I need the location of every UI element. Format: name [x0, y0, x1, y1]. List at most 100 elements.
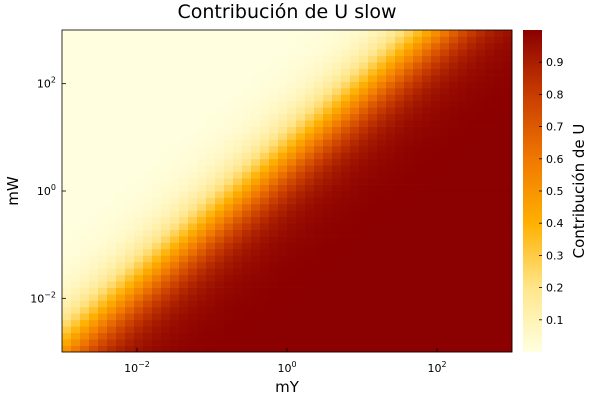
heatmap-cell — [305, 94, 315, 102]
heatmap-cell — [215, 184, 225, 192]
heatmap-cell — [71, 42, 81, 50]
heatmap-cell — [269, 300, 279, 308]
heatmap-cell — [62, 165, 72, 173]
heatmap-cell — [494, 184, 504, 192]
heatmap-cell — [494, 255, 504, 263]
heatmap-cell — [107, 319, 117, 327]
heatmap-cell — [323, 94, 333, 102]
heatmap-cell — [332, 62, 342, 69]
heatmap-cell — [449, 287, 459, 295]
heatmap-cell — [116, 75, 126, 82]
heatmap-cell — [116, 100, 126, 108]
heatmap-cell — [449, 171, 459, 179]
heatmap-cell — [485, 203, 495, 211]
heatmap-cell — [467, 281, 477, 288]
heatmap-cell — [242, 100, 252, 108]
heatmap-cell — [494, 216, 504, 224]
heatmap-cell — [224, 300, 234, 308]
heatmap-cell — [359, 81, 369, 89]
heatmap-cell — [98, 255, 108, 263]
heatmap-cell — [179, 30, 189, 37]
heatmap-cell — [179, 158, 189, 166]
heatmap-cell — [494, 274, 504, 282]
heatmap-cell — [350, 42, 360, 50]
heatmap-cell — [260, 68, 270, 76]
heatmap-cell — [251, 100, 261, 108]
heatmap-cell — [278, 113, 288, 121]
heatmap-cell — [449, 75, 459, 82]
heatmap-cell — [269, 145, 279, 153]
heatmap-cell — [422, 171, 432, 179]
heatmap-cell — [125, 68, 135, 76]
heatmap-cell — [305, 313, 315, 321]
heatmap-cell — [296, 326, 306, 334]
heatmap-cell — [107, 165, 117, 173]
heatmap-cell — [98, 236, 108, 243]
heatmap-cell — [125, 345, 135, 353]
heatmap-cell — [377, 306, 387, 314]
heatmap-cell — [170, 339, 180, 346]
heatmap-cell — [503, 261, 513, 269]
heatmap-cell — [287, 36, 297, 44]
heatmap-cell — [269, 216, 279, 224]
heatmap-cell — [305, 178, 315, 185]
heatmap-cell — [278, 68, 288, 76]
heatmap-cell — [143, 229, 153, 237]
heatmap-cell — [152, 268, 162, 276]
heatmap-cell — [431, 75, 441, 82]
heatmap-cell — [458, 178, 468, 185]
heatmap-cell — [143, 113, 153, 121]
heatmap-cell — [440, 242, 450, 250]
heatmap-cell — [143, 274, 153, 282]
heatmap-cell — [494, 326, 504, 334]
heatmap-cell — [413, 216, 423, 224]
heatmap-cell — [125, 171, 135, 179]
heatmap-cell — [134, 300, 144, 308]
heatmap-cell — [467, 171, 477, 179]
heatmap-cell — [152, 197, 162, 205]
heatmap-cell — [215, 203, 225, 211]
heatmap-cell — [305, 210, 315, 218]
heatmap-cell — [215, 145, 225, 153]
heatmap-cell — [476, 197, 486, 205]
heatmap-cell — [233, 300, 243, 308]
heatmap-cell — [269, 158, 279, 166]
heatmap-cell — [458, 261, 468, 269]
heatmap-cell — [134, 326, 144, 334]
heatmap-cell — [449, 339, 459, 346]
heatmap-cell — [89, 248, 99, 256]
heatmap-cell — [134, 248, 144, 256]
heatmap-cell — [404, 87, 414, 95]
heatmap-cell — [485, 300, 495, 308]
heatmap-cell — [449, 30, 459, 37]
heatmap-cell — [134, 332, 144, 340]
heatmap-cell — [449, 319, 459, 327]
heatmap-cell — [386, 68, 396, 76]
heatmap-cell — [80, 62, 90, 69]
heatmap-cell — [242, 216, 252, 224]
heatmap-cell — [305, 326, 315, 334]
heatmap-cell — [260, 223, 270, 230]
heatmap-cell — [467, 229, 477, 237]
heatmap-cell — [116, 197, 126, 205]
heatmap-cell — [305, 171, 315, 179]
heatmap-cell — [242, 319, 252, 327]
heatmap-cell — [440, 287, 450, 295]
heatmap-cell — [224, 236, 234, 243]
heatmap-cell — [188, 184, 198, 192]
heatmap-cell — [161, 62, 171, 69]
heatmap-cell — [233, 113, 243, 121]
heatmap-cell — [206, 94, 216, 102]
heatmap-cell — [107, 191, 117, 198]
heatmap-cell — [107, 184, 117, 192]
heatmap-cell — [440, 203, 450, 211]
heatmap-cell — [377, 339, 387, 346]
heatmap-cell — [431, 294, 441, 301]
heatmap-cell — [188, 326, 198, 334]
heatmap-cell — [458, 139, 468, 147]
heatmap-cell — [323, 158, 333, 166]
heatmap-cell — [413, 197, 423, 205]
heatmap-cell — [485, 113, 495, 121]
heatmap-cell — [431, 81, 441, 89]
heatmap-cell — [125, 100, 135, 108]
